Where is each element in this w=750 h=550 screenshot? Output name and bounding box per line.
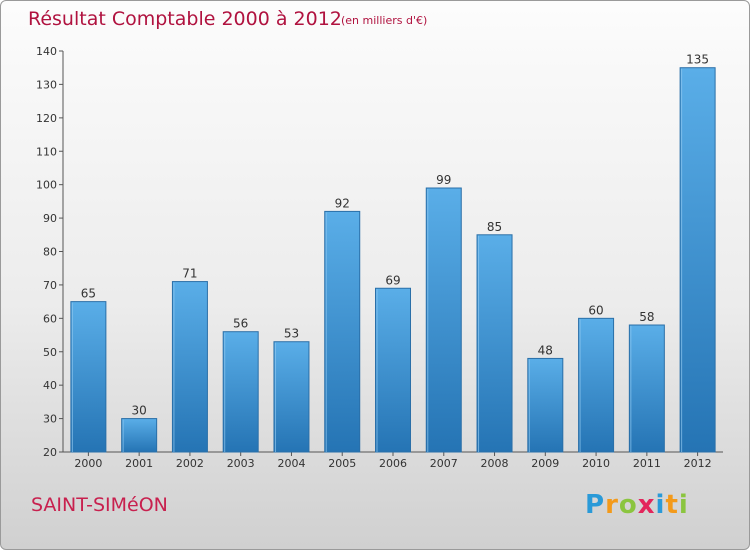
proxiti-logo[interactable]: Proxiti (585, 490, 689, 520)
x-tick-label-2011: 2011 (633, 457, 661, 470)
y-tick-label: 120 (36, 112, 57, 125)
bar-2006 (375, 287, 411, 453)
bar-2004 (273, 341, 310, 453)
bar-2001 (121, 418, 158, 453)
x-tick-label-2008: 2008 (481, 457, 509, 470)
logo-letter: i (655, 490, 666, 520)
data-label-2007: 99 (436, 173, 451, 187)
y-tick-label: 100 (36, 179, 57, 192)
x-tick-label-2002: 2002 (176, 457, 204, 470)
y-tick-label: 40 (43, 379, 57, 392)
data-label-2012: 135 (686, 53, 709, 67)
data-label-2011: 58 (639, 310, 654, 324)
chart-title: Résultat Comptable 2000 à 2012 (28, 8, 342, 30)
bar-2003 (222, 331, 259, 453)
logo-letter: r (605, 490, 619, 520)
y-tick-label: 50 (43, 346, 57, 359)
data-label-2006: 69 (385, 273, 400, 287)
logo-letter: o (618, 490, 638, 520)
data-label-2000: 65 (81, 287, 96, 301)
data-label-2005: 92 (335, 196, 350, 210)
commune-name: SAINT-SIMéON (31, 494, 168, 516)
y-tick-label: 20 (43, 446, 57, 459)
bar-2010 (578, 317, 615, 453)
data-label-2004: 53 (284, 327, 299, 341)
bar-2002 (171, 281, 208, 453)
logo-letter: i (678, 490, 689, 520)
logo-letter: x (637, 490, 656, 520)
x-tick-label-2012: 2012 (684, 457, 712, 470)
chart-subtitle: (en milliers d'€) (341, 14, 428, 27)
data-label-2003: 56 (233, 317, 248, 331)
data-label-2009: 48 (538, 343, 553, 357)
bar-2012 (679, 67, 716, 453)
y-tick-label: 90 (43, 212, 57, 225)
y-tick-label: 70 (43, 279, 57, 292)
data-label-2001: 30 (132, 404, 147, 418)
bar-2005 (324, 210, 361, 453)
logo-letter: P (585, 490, 606, 520)
x-tick-label-2007: 2007 (430, 457, 458, 470)
y-tick-label: 110 (36, 145, 57, 158)
x-tick-label-2001: 2001 (125, 457, 153, 470)
x-tick-label-2003: 2003 (227, 457, 255, 470)
data-label-2002: 71 (182, 267, 197, 281)
x-tick-label-2009: 2009 (531, 457, 559, 470)
x-tick-label-2010: 2010 (582, 457, 610, 470)
x-tick-label-2006: 2006 (379, 457, 407, 470)
data-label-2010: 60 (588, 303, 603, 317)
y-tick-label: 140 (36, 45, 57, 58)
y-tick-label: 80 (43, 246, 57, 259)
bar-2007 (425, 187, 462, 453)
bar-2009 (527, 357, 564, 453)
bar-2011 (628, 324, 665, 453)
x-tick-label-2000: 2000 (74, 457, 102, 470)
x-tick-label-2005: 2005 (328, 457, 356, 470)
y-tick-label: 130 (36, 78, 57, 91)
y-tick-label: 30 (43, 413, 57, 426)
y-tick-label: 60 (43, 312, 57, 325)
x-tick-label-2004: 2004 (277, 457, 305, 470)
bar-2008 (476, 234, 513, 453)
bar-2000 (70, 301, 107, 453)
data-label-2008: 85 (487, 220, 502, 234)
logo-letter: t (665, 490, 679, 520)
